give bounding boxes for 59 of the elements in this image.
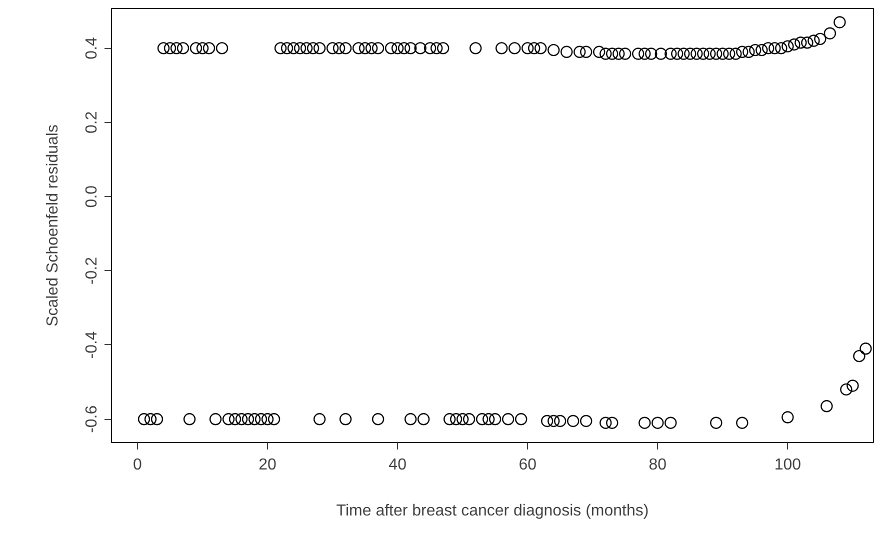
point: [554, 414, 566, 428]
point: [183, 413, 196, 426]
point: [450, 413, 462, 426]
point: [853, 350, 866, 362]
point: [443, 413, 456, 426]
point: [541, 414, 554, 428]
point: [652, 416, 664, 429]
point: [144, 413, 157, 426]
y-tick-label: 0.4: [84, 36, 100, 60]
point: [600, 416, 612, 429]
point: [840, 383, 852, 396]
point: [254, 413, 268, 426]
point: [261, 413, 274, 426]
point: [860, 342, 872, 355]
point: [489, 413, 502, 426]
point: [456, 413, 469, 426]
point: [502, 413, 514, 426]
point: [313, 413, 326, 426]
x-tick-label: 20: [258, 456, 277, 474]
point: [846, 380, 859, 392]
x-tick-label: 0: [133, 456, 142, 474]
point: [222, 413, 235, 426]
point: [235, 413, 248, 426]
y-tick-label: 0.0: [84, 185, 100, 208]
point: [462, 413, 476, 426]
x-axis-title: Time after breast cancer diagnosis (months): [336, 502, 649, 520]
point: [417, 413, 430, 426]
point: [515, 413, 528, 426]
point: [606, 416, 618, 429]
point: [482, 413, 495, 426]
point: [209, 413, 222, 426]
point: [228, 413, 242, 426]
x-tick-label: 100: [774, 456, 802, 474]
x-tick-label: 80: [648, 456, 667, 474]
point: [242, 413, 254, 426]
y-tick-label: -0.6: [84, 405, 100, 433]
point: [736, 416, 748, 429]
point: [339, 413, 352, 426]
point: [638, 416, 651, 429]
point: [710, 416, 722, 429]
point: [150, 413, 164, 426]
point: [476, 413, 488, 426]
y-tick-label: 0.2: [84, 111, 100, 134]
point: [404, 413, 417, 426]
y-axis-title: Scaled Schoenfeld residuals: [44, 124, 62, 326]
point: [664, 416, 677, 429]
point: [548, 414, 560, 428]
point: [138, 413, 150, 426]
point: [580, 414, 592, 428]
point: [820, 400, 833, 412]
point: [268, 413, 280, 426]
point: [782, 411, 794, 424]
x-tick-label: 60: [518, 456, 537, 474]
point: [372, 413, 384, 426]
x-tick-label: 40: [388, 456, 407, 474]
y-tick-label: -0.2: [84, 256, 100, 285]
y-tick-label: -0.4: [84, 331, 100, 359]
point: [567, 414, 580, 428]
point: [248, 413, 261, 426]
